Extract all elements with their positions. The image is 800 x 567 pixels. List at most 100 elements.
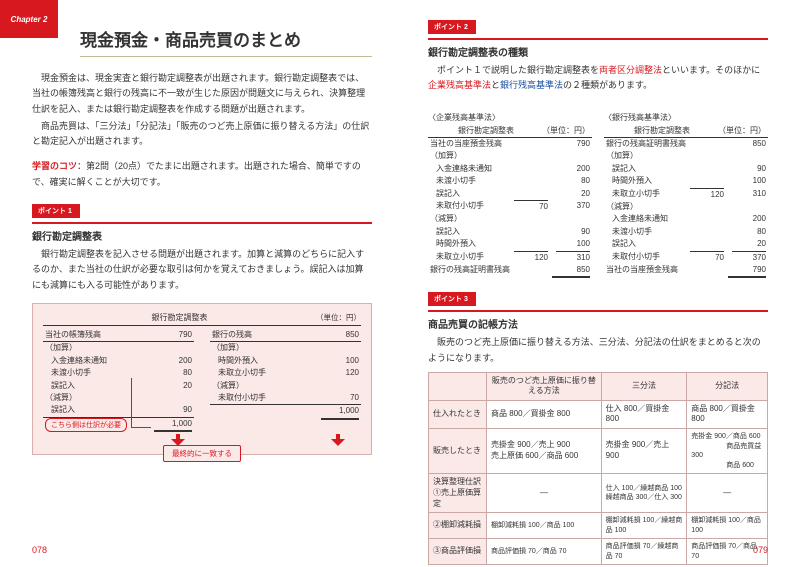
- point1-tab: ポイント 1: [32, 204, 80, 218]
- p2l-sub: （減算）: [430, 213, 462, 225]
- point2-title: 銀行勘定調整表の種類: [428, 38, 768, 59]
- page-right: ポイント 2 銀行勘定調整表の種類 ポイント１で説明した銀行勘定調整表を両者区分…: [400, 0, 800, 567]
- p2rs3l: 未取付小切手: [612, 251, 660, 264]
- r3b: 仕入 100／繰越商品 100 繰越商品 300／仕入 300: [601, 474, 687, 513]
- intro-1: 現金預金は、現金実査と銀行勘定調整表が出題されます。銀行勘定調整表では、当社の帳…: [32, 71, 372, 117]
- p2r-botv: 790: [728, 264, 766, 278]
- p2l-bot: 銀行の残高証明書残高: [430, 264, 510, 278]
- point1-title: 銀行勘定調整表: [32, 222, 372, 243]
- lsub0l: 誤記入: [51, 404, 75, 416]
- rtotal: 1,000: [321, 405, 359, 419]
- add-label-r: （加算）: [212, 342, 244, 354]
- p2b1: 銀行残高基準法: [500, 80, 563, 90]
- r3a: —: [487, 474, 602, 513]
- p2la0v: 200: [552, 163, 590, 175]
- study-tip: 学習のコツ：第2問（20点）でたまに出題されます。出題された場合、簡単ですので、…: [32, 159, 372, 190]
- r2a: 売掛金 900／売上 900 売上原価 600／商品 600: [487, 429, 602, 474]
- bank-reconcile-box: 銀行勘定調整表 （単位：円） 当社の帳簿残高790 （加算） 入金連絡未通知20…: [32, 303, 372, 455]
- pink-left-col: 当社の帳簿残高790 （加算） 入金連絡未通知200 未渡小切手80 誤記入20…: [43, 329, 194, 432]
- right-top-val: 850: [321, 329, 359, 341]
- p2ra2s: 310: [732, 188, 766, 201]
- p2rs0l: 入金連絡未通知: [612, 213, 668, 225]
- r1h: 仕入れたとき: [429, 400, 487, 429]
- p2r-top: 銀行の残高証明書残高: [606, 138, 686, 150]
- right-top-label: 銀行の残高: [212, 329, 252, 341]
- th1: 販売のつど売上原価に振り替える方法: [487, 372, 602, 400]
- p2ls0v: 90: [552, 226, 590, 238]
- p2r-sub: （減算）: [606, 201, 638, 213]
- left-top-val: 790: [154, 329, 192, 341]
- intro-2: 商品売買は、「三分法」「分記法」「販売のつど売上原価に振り替える方法」の仕訳と勘…: [32, 119, 372, 150]
- add-label-l: （加算）: [45, 342, 77, 354]
- r1a: 商品 800／買掛金 800: [487, 400, 602, 429]
- p2ra0l: 誤記入: [612, 163, 636, 175]
- kotu-text: ：第2問（20点）でたまに出題されます。出題された場合、簡単ですので、確実に解く…: [32, 161, 361, 186]
- p2t2: といいます。そのほかに: [662, 65, 760, 75]
- kotu-label: 学習のコツ: [32, 161, 77, 171]
- p2ls2v: 120: [514, 251, 548, 264]
- p2la0l: 入金連絡未通知: [436, 163, 492, 175]
- p2ls1l: 時間外預入: [436, 238, 476, 250]
- callout-shiwake: こちら側は仕訳が必要: [45, 418, 127, 432]
- p2r2: 企業残高基準法: [428, 80, 491, 90]
- ladd0l: 入金連絡未通知: [51, 355, 107, 367]
- sub-label-l: （減算）: [45, 392, 77, 404]
- ladd0v: 200: [154, 355, 192, 367]
- p2l-head: 〈企業残高基準法〉: [428, 112, 592, 123]
- arrow-down-right: [331, 434, 345, 446]
- radd0l: 時間外預入: [218, 355, 258, 367]
- p2la1v: 80: [552, 175, 590, 187]
- r4b: 棚卸減耗損 100／繰越商品 100: [601, 513, 687, 539]
- radd0v: 100: [321, 355, 359, 367]
- connector-line: [131, 378, 151, 428]
- p2rs1v: 80: [728, 226, 766, 238]
- page-number-left: 078: [32, 545, 47, 555]
- p2ra1v: 100: [728, 175, 766, 187]
- r4a: 棚卸減耗損 100／商品 100: [487, 513, 602, 539]
- r2c: 売掛金 900／商品 600 商品売買益 300 商品 600: [687, 429, 768, 474]
- p2r-ttl: 銀行勘定調整表: [634, 125, 690, 137]
- p2ra1l: 時間外預入: [612, 175, 652, 187]
- th3: 分記法: [687, 372, 768, 400]
- r3c: —: [687, 474, 768, 513]
- p2ls1v: 100: [552, 238, 590, 250]
- p2ls2l: 未取立小切手: [436, 251, 484, 264]
- p2rs1l: 未渡小切手: [612, 226, 652, 238]
- p2la2l: 誤記入: [436, 188, 460, 200]
- th2: 三分法: [601, 372, 687, 400]
- pink-right-col: 銀行の残高850 （加算） 時間外預入100 未取立小切手120 （減算） 未取…: [210, 329, 361, 432]
- p2la3s: 370: [556, 200, 590, 213]
- p2la3v: 70: [514, 200, 548, 213]
- p2t3: と: [491, 80, 500, 90]
- point1-text: 銀行勘定調整表を記入させる問題が出題されます。加算と減算のどちらに記入するのか、…: [32, 247, 372, 293]
- method-table: 販売のつど売上原価に振り替える方法 三分法 分記法 仕入れたとき商品 800／買…: [428, 372, 768, 565]
- r5h: ③商品評価損: [429, 539, 487, 565]
- p2t4: の２種類があります。: [563, 80, 652, 90]
- p2l-top: 当社の当座預金残高: [430, 138, 502, 150]
- r4c: 棚卸減耗損 100／商品 100: [687, 513, 768, 539]
- ladd1v: 80: [154, 367, 192, 379]
- p2rs3v: 70: [690, 251, 724, 264]
- r5b: 商品評価損 70／繰越商品 70: [601, 539, 687, 565]
- left-top-label: 当社の帳簿残高: [45, 329, 101, 341]
- p2la2v: 20: [552, 188, 590, 200]
- p2la1l: 未渡小切手: [436, 175, 476, 187]
- p2ls0l: 誤記入: [436, 226, 460, 238]
- p2r-unit: （単位：円）: [718, 125, 766, 137]
- page-number-right: 079: [753, 545, 768, 555]
- sub-label-r: （減算）: [212, 380, 244, 392]
- p2rs2v: 20: [728, 238, 766, 250]
- page-left: Chapter 2 現金預金・商品売買のまとめ 現金預金は、現金実査と銀行勘定調…: [0, 0, 400, 567]
- p2l-botv: 850: [552, 264, 590, 278]
- r1b: 仕入 800／買掛金 800: [601, 400, 687, 429]
- p2-right-table: 〈銀行残高基準法〉 銀行勘定調整表（単位：円） 銀行の残高証明書残高850 （加…: [604, 104, 768, 279]
- ladd1l: 未渡小切手: [51, 367, 91, 379]
- p2rs0v: 200: [728, 213, 766, 225]
- r2h: 販売したとき: [429, 429, 487, 474]
- rsub0v: 70: [321, 392, 359, 404]
- r2b: 売掛金 900／売上 900: [601, 429, 687, 474]
- ltotal: 1,000: [154, 418, 192, 432]
- p2r-bot: 当社の当座預金残高: [606, 264, 678, 278]
- p2t1: ポイント１で説明した銀行勘定調整表を: [437, 65, 599, 75]
- p2la3l: 未取付小切手: [436, 200, 484, 213]
